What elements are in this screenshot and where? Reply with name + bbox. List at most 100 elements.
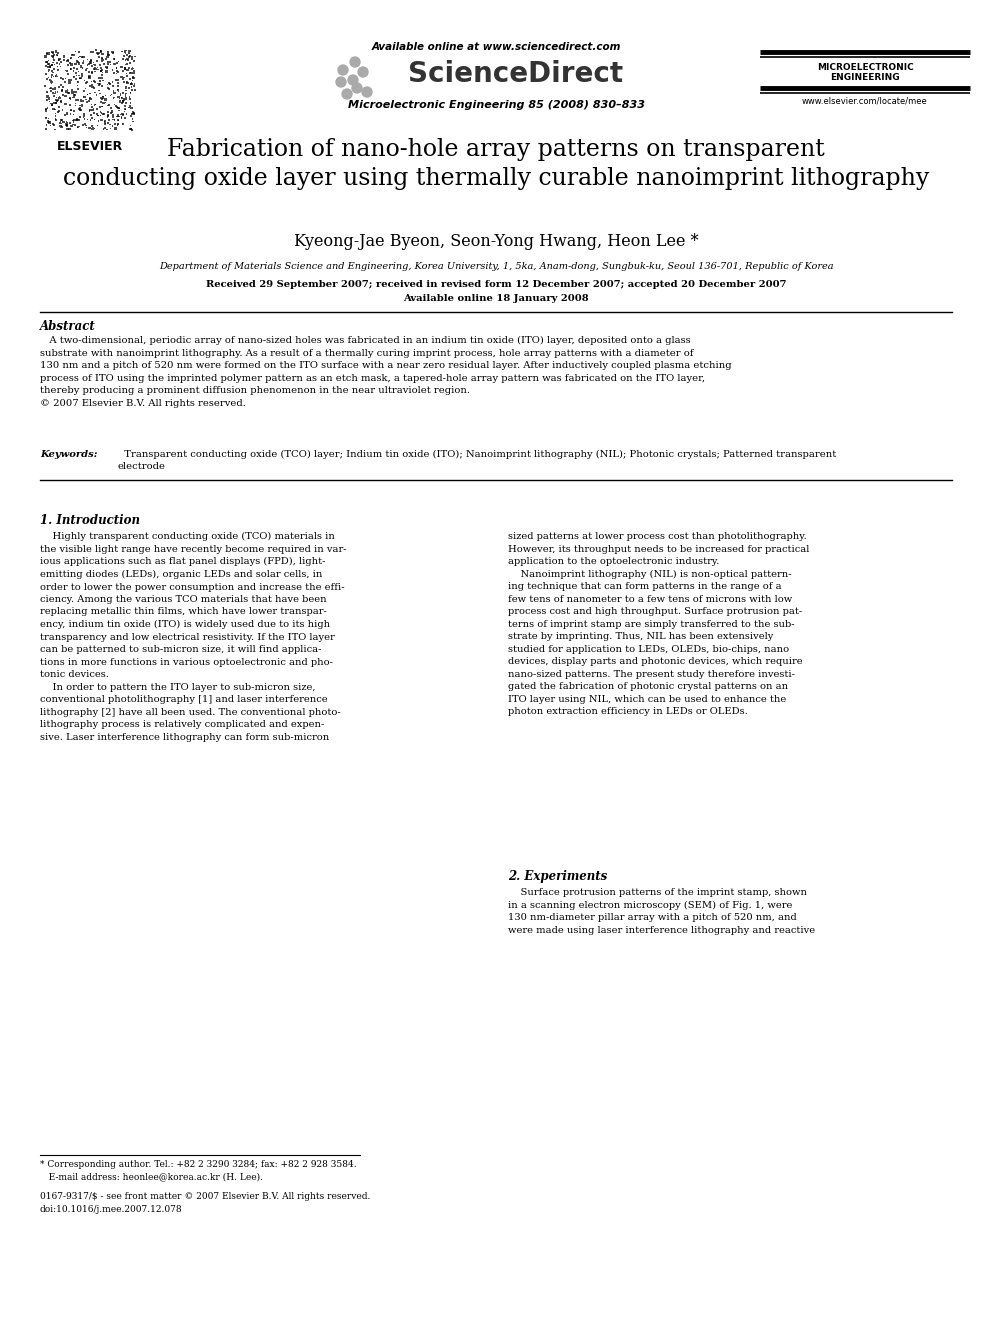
Point: [44, 73, 60, 94]
Point: [65, 105, 81, 126]
Point: [95, 44, 111, 65]
Point: [114, 103, 130, 124]
Point: [91, 73, 107, 94]
Point: [101, 95, 117, 116]
Point: [95, 87, 111, 108]
Point: [66, 83, 82, 105]
Point: [46, 66, 62, 87]
Point: [111, 106, 127, 127]
Point: [64, 44, 80, 65]
Point: [45, 82, 61, 103]
Point: [89, 50, 105, 71]
Point: [81, 61, 97, 82]
Point: [39, 52, 55, 73]
Point: [92, 40, 108, 61]
Point: [88, 42, 104, 64]
Point: [41, 111, 57, 132]
Point: [50, 42, 65, 64]
Point: [84, 107, 100, 128]
Point: [62, 48, 78, 69]
Point: [92, 58, 108, 79]
Text: Fabrication of nano-hole array patterns on transparent
conducting oxide layer us: Fabrication of nano-hole array patterns …: [62, 138, 930, 191]
Point: [59, 114, 74, 135]
Point: [46, 52, 62, 73]
Point: [62, 53, 78, 74]
Point: [49, 45, 64, 66]
Point: [65, 101, 81, 122]
Point: [38, 46, 54, 67]
Point: [55, 111, 70, 132]
Text: A two-dimensional, periodic array of nano-sized holes was fabricated in an indiu: A two-dimensional, periodic array of nan…: [40, 336, 732, 407]
Point: [70, 52, 86, 73]
Point: [40, 52, 56, 73]
Circle shape: [338, 65, 348, 75]
Point: [103, 98, 119, 119]
Point: [94, 65, 110, 86]
Text: Keywords:: Keywords:: [40, 450, 97, 459]
Point: [52, 53, 67, 74]
Point: [100, 41, 116, 62]
Point: [121, 97, 137, 118]
Point: [76, 105, 92, 126]
Point: [71, 116, 87, 138]
Point: [84, 62, 100, 83]
Point: [57, 46, 72, 67]
Point: [42, 60, 58, 81]
Point: [69, 74, 85, 95]
Point: [79, 83, 95, 105]
Point: [47, 54, 62, 75]
Point: [55, 77, 70, 98]
Point: [114, 41, 130, 62]
Point: [118, 40, 134, 61]
Point: [119, 64, 135, 85]
Point: [54, 81, 69, 102]
Point: [112, 85, 128, 106]
Point: [110, 115, 126, 136]
Point: [113, 107, 129, 128]
Point: [100, 73, 116, 94]
Point: [41, 50, 57, 71]
Point: [40, 90, 56, 111]
Point: [81, 90, 97, 111]
Point: [100, 106, 116, 127]
Point: [53, 115, 68, 136]
Point: [88, 40, 104, 61]
Point: [123, 106, 139, 127]
Point: [95, 97, 111, 118]
Point: [86, 95, 102, 116]
Point: [124, 77, 140, 98]
Point: [123, 95, 139, 116]
Point: [50, 56, 65, 77]
Point: [126, 103, 142, 124]
Point: [43, 93, 59, 114]
Text: Highly transparent conducting oxide (TCO) materials in
the visible light range h: Highly transparent conducting oxide (TCO…: [40, 532, 346, 742]
Point: [97, 89, 113, 110]
Point: [116, 45, 132, 66]
Point: [111, 50, 127, 71]
Point: [62, 89, 78, 110]
Point: [91, 97, 107, 118]
Point: [44, 54, 60, 75]
Point: [38, 101, 54, 122]
Point: [39, 99, 55, 120]
Point: [63, 69, 79, 90]
Text: Available online at www.sciencedirect.com: Available online at www.sciencedirect.co…: [371, 42, 621, 52]
Point: [100, 54, 116, 75]
Point: [54, 110, 69, 131]
Point: [84, 62, 100, 83]
Point: [59, 115, 74, 136]
Point: [84, 77, 100, 98]
Point: [123, 74, 139, 95]
Point: [100, 112, 116, 134]
Point: [118, 54, 134, 75]
Point: [102, 114, 118, 135]
Point: [109, 60, 125, 81]
Point: [95, 103, 111, 124]
Point: [125, 102, 141, 123]
Point: [83, 71, 99, 93]
Point: [57, 111, 72, 132]
Point: [52, 101, 67, 122]
Point: [110, 105, 126, 126]
Point: [67, 95, 83, 116]
Text: 1. Introduction: 1. Introduction: [40, 515, 140, 527]
